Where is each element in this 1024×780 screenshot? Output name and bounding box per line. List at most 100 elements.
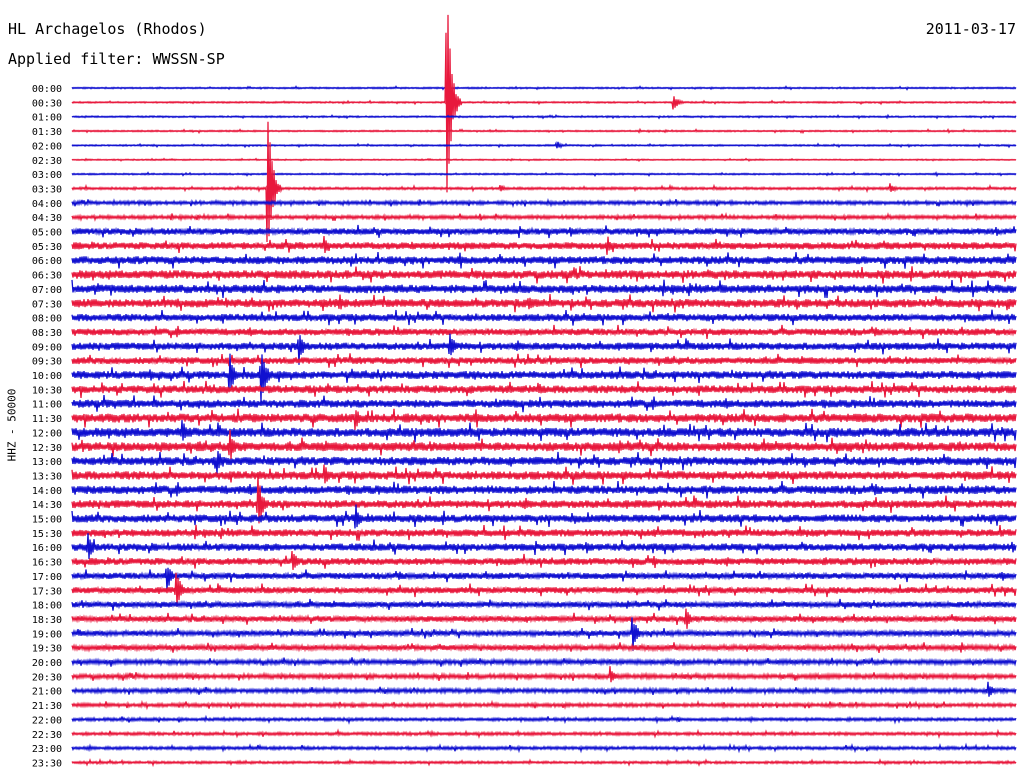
trace-time-label: 20:30 xyxy=(32,672,62,683)
trace-time-label: 05:00 xyxy=(32,228,62,239)
trace-time-label: 21:30 xyxy=(32,701,62,712)
trace-time-label: 03:00 xyxy=(32,170,62,181)
trace-time-label: 04:00 xyxy=(32,199,62,210)
seismic-trace xyxy=(71,14,1017,193)
seismic-trace xyxy=(71,197,1017,209)
trace-time-label: 01:30 xyxy=(32,127,62,138)
seismic-trace xyxy=(71,353,1017,404)
seismic-trace xyxy=(71,420,1017,443)
seismic-trace xyxy=(71,127,1017,135)
seismic-trace xyxy=(71,504,1017,529)
trace-time-label: 02:00 xyxy=(32,141,62,152)
seismic-trace xyxy=(71,113,1017,120)
seismic-trace xyxy=(71,309,1017,326)
trace-time-label: 14:00 xyxy=(32,486,62,497)
trace-time-label: 14:30 xyxy=(32,500,62,511)
seismic-trace xyxy=(71,572,1017,607)
seismic-trace xyxy=(71,294,1017,313)
trace-time-label: 21:00 xyxy=(32,687,62,698)
trace-time-label: 15:00 xyxy=(32,515,62,526)
seismic-trace xyxy=(71,666,1017,683)
seismic-trace xyxy=(71,681,1017,697)
seismic-trace xyxy=(71,171,1017,178)
seismic-trace xyxy=(71,451,1017,474)
seismic-trace xyxy=(71,533,1017,560)
trace-time-label: 12:30 xyxy=(32,443,62,454)
trace-time-label: 20:00 xyxy=(32,658,62,669)
seismic-trace xyxy=(71,550,1017,570)
seismic-trace xyxy=(71,480,1017,499)
trace-time-label: 00:00 xyxy=(32,84,62,95)
trace-time-label: 13:30 xyxy=(32,471,62,482)
trace-time-label: 05:30 xyxy=(32,242,62,253)
trace-time-label: 08:00 xyxy=(32,314,62,325)
seismic-trace xyxy=(71,598,1017,611)
seismic-trace xyxy=(71,473,1017,524)
seismic-trace xyxy=(71,141,1017,150)
trace-time-label: 10:30 xyxy=(32,385,62,396)
trace-time-label: 15:30 xyxy=(32,529,62,540)
trace-time-label: 07:00 xyxy=(32,285,62,296)
trace-time-label: 04:30 xyxy=(32,213,62,224)
seismic-trace xyxy=(71,524,1017,541)
seismic-trace xyxy=(71,157,1017,163)
trace-time-label: 06:30 xyxy=(32,271,62,282)
trace-time-label: 09:00 xyxy=(32,342,62,353)
trace-time-label: 11:00 xyxy=(32,400,62,411)
seismic-trace xyxy=(71,714,1017,725)
station-title: HL Archagelos (Rhodos) xyxy=(8,20,207,38)
seismic-trace xyxy=(71,353,1017,368)
trace-time-label: 12:00 xyxy=(32,428,62,439)
trace-time-label: 11:30 xyxy=(32,414,62,425)
seismic-trace xyxy=(71,224,1017,239)
seismic-trace xyxy=(71,279,1017,299)
trace-time-label: 16:00 xyxy=(32,543,62,554)
seismic-trace xyxy=(71,464,1017,485)
seismic-trace xyxy=(71,608,1017,629)
seismic-trace xyxy=(71,728,1017,740)
seismic-trace xyxy=(71,395,1017,413)
trace-time-label: 13:00 xyxy=(32,457,62,468)
trace-time-label: 23:30 xyxy=(32,758,62,769)
trace-time-label: 10:00 xyxy=(32,371,62,382)
seismic-trace xyxy=(71,324,1017,339)
trace-time-label: 09:30 xyxy=(32,357,62,368)
trace-time-label: 18:30 xyxy=(32,615,62,626)
trace-time-label: 03:30 xyxy=(32,184,62,195)
trace-time-label: 17:30 xyxy=(32,586,62,597)
trace-time-label: 17:00 xyxy=(32,572,62,583)
record-date: 2011-03-17 xyxy=(925,20,1016,38)
seismic-trace xyxy=(71,642,1017,653)
seismic-trace xyxy=(71,252,1017,269)
seismic-trace xyxy=(71,380,1017,398)
seismic-trace xyxy=(71,85,1017,91)
trace-time-label: 06:00 xyxy=(32,256,62,267)
trace-time-label: 01:00 xyxy=(32,113,62,124)
seismic-trace xyxy=(71,699,1017,711)
trace-time-label: 00:30 xyxy=(32,98,62,109)
seismic-trace xyxy=(71,235,1017,255)
seismic-trace xyxy=(71,266,1017,284)
trace-time-label: 22:30 xyxy=(32,730,62,741)
seismic-trace xyxy=(71,657,1017,667)
trace-time-label: 07:30 xyxy=(32,299,62,310)
trace-time-label: 18:00 xyxy=(32,601,62,612)
seismic-trace xyxy=(71,333,1017,365)
trace-time-label: 19:30 xyxy=(32,644,62,655)
trace-time-label: 19:00 xyxy=(32,629,62,640)
seismic-trace xyxy=(71,617,1017,651)
seismic-trace xyxy=(71,742,1017,754)
trace-time-label: 08:30 xyxy=(32,328,62,339)
seismic-trace xyxy=(71,758,1017,768)
filter-label: Applied filter: WWSSN-SP xyxy=(8,50,225,68)
seismic-trace xyxy=(71,121,1017,243)
trace-time-label: 22:00 xyxy=(32,715,62,726)
seismic-trace xyxy=(71,408,1017,430)
seismic-trace xyxy=(71,429,1017,460)
trace-time-label: 16:30 xyxy=(32,558,62,569)
seismic-trace xyxy=(71,212,1017,222)
seismic-trace xyxy=(71,567,1017,591)
trace-time-label: 23:00 xyxy=(32,744,62,755)
trace-time-label: 02:30 xyxy=(32,156,62,167)
